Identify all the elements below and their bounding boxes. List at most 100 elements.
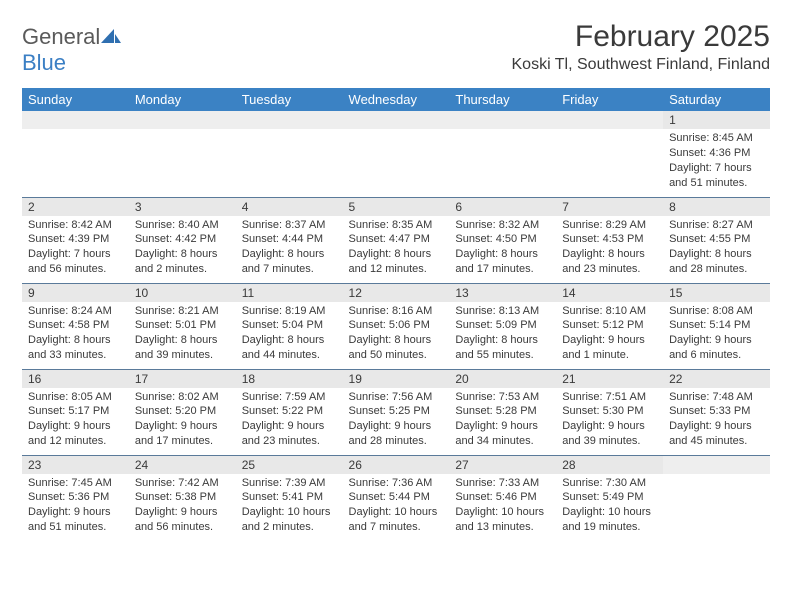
day-number: 15: [663, 284, 770, 302]
day-details: Sunrise: 8:24 AMSunset: 4:58 PMDaylight:…: [22, 302, 129, 367]
sunset-text: Sunset: 4:55 PM: [669, 232, 764, 247]
calendar-cell: 22Sunrise: 7:48 AMSunset: 5:33 PMDayligh…: [663, 369, 770, 455]
day-number: 16: [22, 370, 129, 388]
calendar-cell: 26Sunrise: 7:36 AMSunset: 5:44 PMDayligh…: [343, 455, 450, 541]
day-details: Sunrise: 7:48 AMSunset: 5:33 PMDaylight:…: [663, 388, 770, 453]
daylight-text: Daylight: 8 hours and 7 minutes.: [242, 247, 337, 277]
calendar-table: Sunday Monday Tuesday Wednesday Thursday…: [22, 88, 770, 541]
day-number: 8: [663, 198, 770, 216]
calendar-cell: [236, 111, 343, 197]
day-number: 5: [343, 198, 450, 216]
day-number: 2: [22, 198, 129, 216]
daylight-text: Daylight: 8 hours and 2 minutes.: [135, 247, 230, 277]
daylight-text: Daylight: 9 hours and 23 minutes.: [242, 419, 337, 449]
sunset-text: Sunset: 5:20 PM: [135, 404, 230, 419]
day-details: Sunrise: 7:36 AMSunset: 5:44 PMDaylight:…: [343, 474, 450, 539]
sunset-text: Sunset: 5:49 PM: [562, 490, 657, 505]
daylight-text: Daylight: 7 hours and 56 minutes.: [28, 247, 123, 277]
sunset-text: Sunset: 5:17 PM: [28, 404, 123, 419]
day-details: Sunrise: 8:02 AMSunset: 5:20 PMDaylight:…: [129, 388, 236, 453]
daylight-text: Daylight: 7 hours and 51 minutes.: [669, 161, 764, 191]
day-number: 1: [663, 111, 770, 129]
sunset-text: Sunset: 5:01 PM: [135, 318, 230, 333]
calendar-cell: 24Sunrise: 7:42 AMSunset: 5:38 PMDayligh…: [129, 455, 236, 541]
day-details: Sunrise: 8:37 AMSunset: 4:44 PMDaylight:…: [236, 216, 343, 281]
calendar-cell: 23Sunrise: 7:45 AMSunset: 5:36 PMDayligh…: [22, 455, 129, 541]
sunrise-text: Sunrise: 7:59 AM: [242, 390, 337, 405]
sunset-text: Sunset: 5:12 PM: [562, 318, 657, 333]
calendar-cell: 6Sunrise: 8:32 AMSunset: 4:50 PMDaylight…: [449, 197, 556, 283]
logo: General Blue: [22, 20, 122, 76]
calendar-cell: 25Sunrise: 7:39 AMSunset: 5:41 PMDayligh…: [236, 455, 343, 541]
day-number: [129, 111, 236, 129]
sunrise-text: Sunrise: 8:02 AM: [135, 390, 230, 405]
calendar-cell: 10Sunrise: 8:21 AMSunset: 5:01 PMDayligh…: [129, 283, 236, 369]
sunset-text: Sunset: 4:58 PM: [28, 318, 123, 333]
sunrise-text: Sunrise: 7:30 AM: [562, 476, 657, 491]
day-details: Sunrise: 8:19 AMSunset: 5:04 PMDaylight:…: [236, 302, 343, 367]
sunset-text: Sunset: 5:28 PM: [455, 404, 550, 419]
sunset-text: Sunset: 5:46 PM: [455, 490, 550, 505]
calendar-cell: 18Sunrise: 7:59 AMSunset: 5:22 PMDayligh…: [236, 369, 343, 455]
calendar-cell: 12Sunrise: 8:16 AMSunset: 5:06 PMDayligh…: [343, 283, 450, 369]
day-number: 7: [556, 198, 663, 216]
logo-text: General Blue: [22, 24, 122, 76]
day-number: 21: [556, 370, 663, 388]
calendar-cell: 15Sunrise: 8:08 AMSunset: 5:14 PMDayligh…: [663, 283, 770, 369]
day-details: Sunrise: 8:35 AMSunset: 4:47 PMDaylight:…: [343, 216, 450, 281]
sunset-text: Sunset: 4:50 PM: [455, 232, 550, 247]
sunrise-text: Sunrise: 8:29 AM: [562, 218, 657, 233]
sunrise-text: Sunrise: 8:16 AM: [349, 304, 444, 319]
calendar-cell: 13Sunrise: 8:13 AMSunset: 5:09 PMDayligh…: [449, 283, 556, 369]
daylight-text: Daylight: 8 hours and 33 minutes.: [28, 333, 123, 363]
daylight-text: Daylight: 9 hours and 12 minutes.: [28, 419, 123, 449]
day-details: Sunrise: 8:42 AMSunset: 4:39 PMDaylight:…: [22, 216, 129, 281]
daylight-text: Daylight: 9 hours and 45 minutes.: [669, 419, 764, 449]
sunset-text: Sunset: 5:38 PM: [135, 490, 230, 505]
sunset-text: Sunset: 4:36 PM: [669, 146, 764, 161]
page-header: General Blue February 2025 Koski Tl, Sou…: [22, 20, 770, 76]
sunset-text: Sunset: 5:30 PM: [562, 404, 657, 419]
sunset-text: Sunset: 5:06 PM: [349, 318, 444, 333]
sunset-text: Sunset: 5:33 PM: [669, 404, 764, 419]
calendar-cell: [343, 111, 450, 197]
sunrise-text: Sunrise: 8:42 AM: [28, 218, 123, 233]
day-details: Sunrise: 8:21 AMSunset: 5:01 PMDaylight:…: [129, 302, 236, 367]
calendar-cell: 3Sunrise: 8:40 AMSunset: 4:42 PMDaylight…: [129, 197, 236, 283]
day-details: Sunrise: 8:16 AMSunset: 5:06 PMDaylight:…: [343, 302, 450, 367]
sunrise-text: Sunrise: 8:10 AM: [562, 304, 657, 319]
calendar-cell: 4Sunrise: 8:37 AMSunset: 4:44 PMDaylight…: [236, 197, 343, 283]
calendar-cell: 20Sunrise: 7:53 AMSunset: 5:28 PMDayligh…: [449, 369, 556, 455]
sunset-text: Sunset: 5:22 PM: [242, 404, 337, 419]
sunset-text: Sunset: 5:36 PM: [28, 490, 123, 505]
title-block: February 2025 Koski Tl, Southwest Finlan…: [512, 20, 771, 74]
calendar-cell: 11Sunrise: 8:19 AMSunset: 5:04 PMDayligh…: [236, 283, 343, 369]
sunset-text: Sunset: 5:09 PM: [455, 318, 550, 333]
day-number: 25: [236, 456, 343, 474]
sunrise-text: Sunrise: 7:36 AM: [349, 476, 444, 491]
calendar-cell: [449, 111, 556, 197]
calendar-cell: 16Sunrise: 8:05 AMSunset: 5:17 PMDayligh…: [22, 369, 129, 455]
calendar-cell: 19Sunrise: 7:56 AMSunset: 5:25 PMDayligh…: [343, 369, 450, 455]
day-details: Sunrise: 8:32 AMSunset: 4:50 PMDaylight:…: [449, 216, 556, 281]
calendar-week-row: 9Sunrise: 8:24 AMSunset: 4:58 PMDaylight…: [22, 283, 770, 369]
calendar-cell: 28Sunrise: 7:30 AMSunset: 5:49 PMDayligh…: [556, 455, 663, 541]
day-header: Sunday: [22, 88, 129, 111]
daylight-text: Daylight: 9 hours and 17 minutes.: [135, 419, 230, 449]
day-header: Monday: [129, 88, 236, 111]
day-number: 22: [663, 370, 770, 388]
calendar-week-row: 2Sunrise: 8:42 AMSunset: 4:39 PMDaylight…: [22, 197, 770, 283]
sunrise-text: Sunrise: 8:45 AM: [669, 131, 764, 146]
daylight-text: Daylight: 9 hours and 34 minutes.: [455, 419, 550, 449]
day-number: 4: [236, 198, 343, 216]
sunset-text: Sunset: 5:41 PM: [242, 490, 337, 505]
day-number: 11: [236, 284, 343, 302]
daylight-text: Daylight: 8 hours and 39 minutes.: [135, 333, 230, 363]
day-header-row: Sunday Monday Tuesday Wednesday Thursday…: [22, 88, 770, 111]
calendar-cell: [663, 455, 770, 541]
day-details: Sunrise: 8:08 AMSunset: 5:14 PMDaylight:…: [663, 302, 770, 367]
day-details: Sunrise: 8:45 AMSunset: 4:36 PMDaylight:…: [663, 129, 770, 194]
daylight-text: Daylight: 8 hours and 55 minutes.: [455, 333, 550, 363]
sunrise-text: Sunrise: 8:24 AM: [28, 304, 123, 319]
sunrise-text: Sunrise: 8:08 AM: [669, 304, 764, 319]
